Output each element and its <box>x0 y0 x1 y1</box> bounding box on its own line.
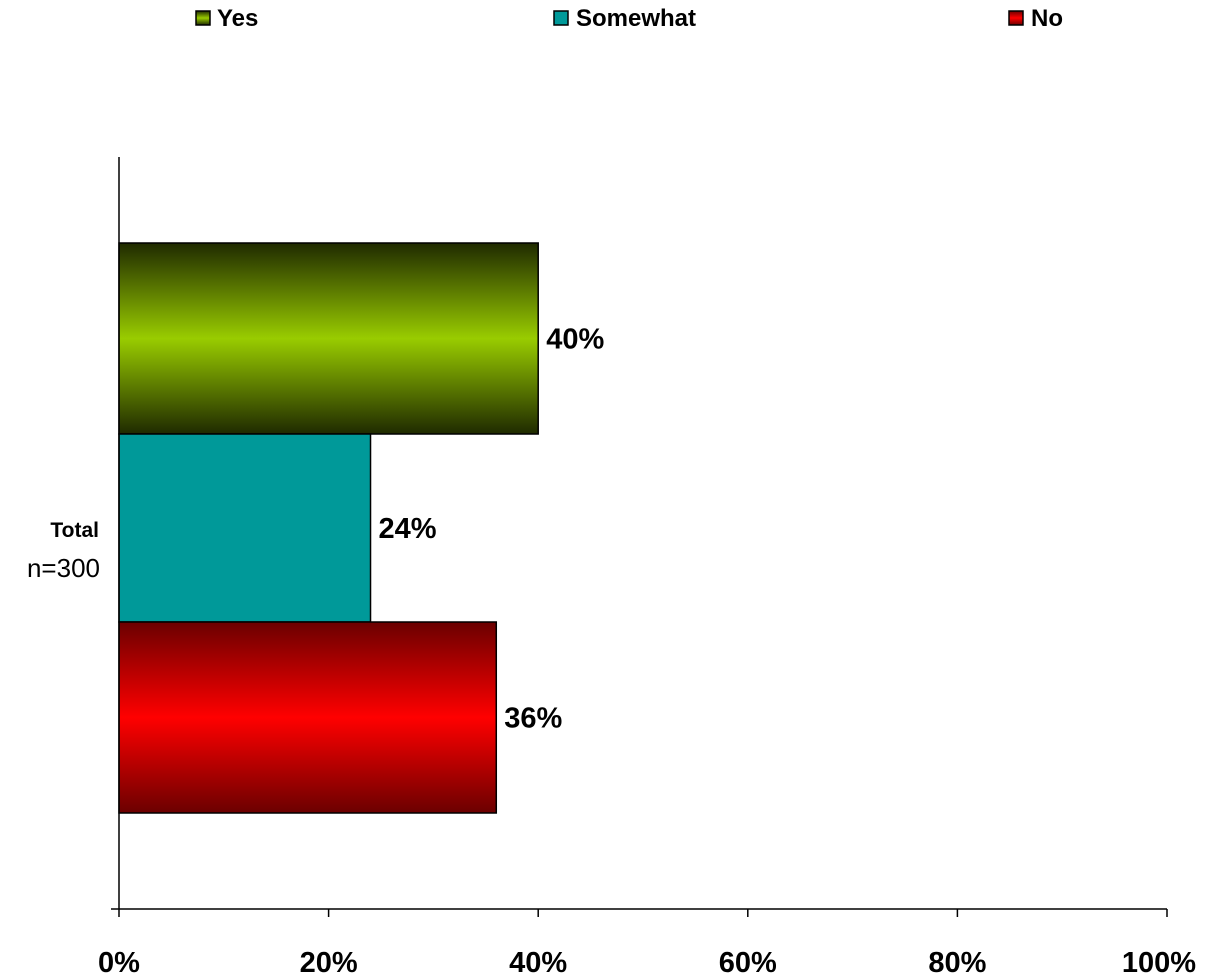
data-label-no: 36% <box>504 703 562 735</box>
x-tick-label-100: 100% <box>1122 947 1196 979</box>
data-label-yes: 40% <box>546 324 604 356</box>
category-label-total: Total <box>50 519 99 542</box>
legend: Yes Somewhat No <box>195 5 1063 32</box>
data-label-somewhat: 24% <box>379 513 437 545</box>
bar-yes[interactable] <box>118 242 539 435</box>
category-sublabel-total: n=300 <box>27 553 100 583</box>
x-tick-label-0: 0% <box>98 947 140 979</box>
x-tick-label-40: 40% <box>509 947 567 979</box>
legend-item-somewhat[interactable]: Somewhat <box>553 5 696 32</box>
legend-item-yes[interactable]: Yes <box>195 5 258 32</box>
legend-label-no: No <box>1031 5 1063 32</box>
legend-label-yes: Yes <box>217 5 258 32</box>
legend-label-somewhat: Somewhat <box>576 5 696 32</box>
legend-item-no[interactable]: No <box>1008 5 1063 32</box>
x-axis-ticks: 0% 20% 40% 60% 80% 100% <box>98 909 1196 979</box>
data-labels: 40% 24% 36% <box>379 324 605 735</box>
legend-swatch-yes <box>195 10 211 26</box>
x-tick-label-80: 80% <box>928 947 986 979</box>
legend-swatch-no <box>1008 10 1024 26</box>
bar-somewhat[interactable] <box>118 433 372 623</box>
legend-swatch-somewhat <box>553 10 569 26</box>
x-tick-label-20: 20% <box>300 947 358 979</box>
bar-no[interactable] <box>118 621 498 814</box>
x-tick-label-60: 60% <box>719 947 777 979</box>
plot-area: 40% 24% 36% 0% 20% 40% 60% 80% 100% Total n=3… <box>27 157 1196 979</box>
bars <box>118 242 539 814</box>
